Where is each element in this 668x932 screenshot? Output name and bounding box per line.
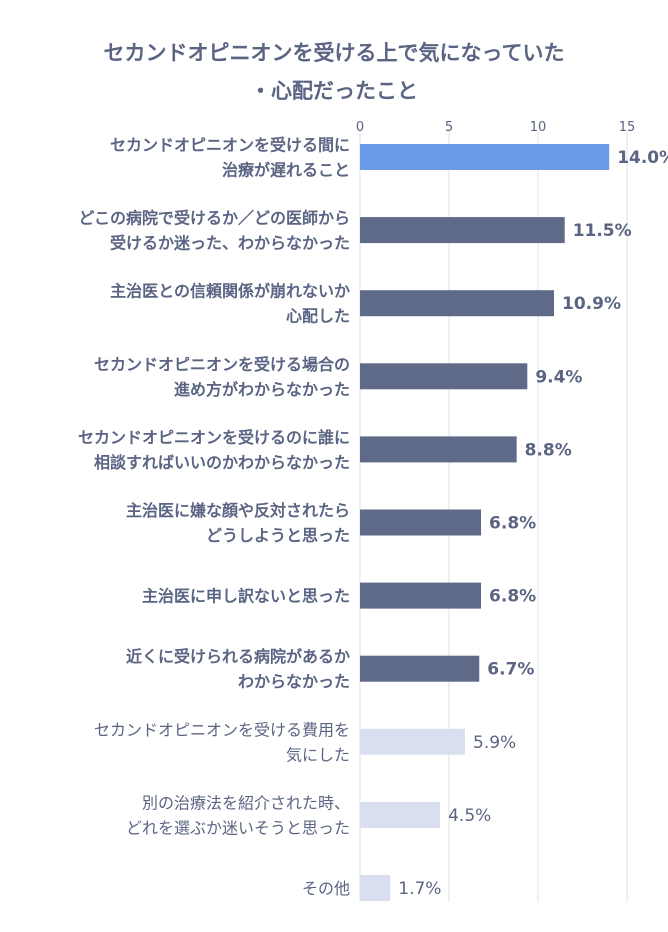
- value-label-10: 4.5%: [448, 806, 491, 826]
- category-label-3-line-2: 心配した: [286, 307, 350, 326]
- category-label-5-line-2: 相談すればいいのかわからなかった: [94, 453, 350, 472]
- x-tick-label-5: 5: [445, 120, 453, 135]
- value-label-3: 10.9%: [562, 294, 621, 314]
- category-label-4-line-1: セカンドオピニオンを受ける場合の: [94, 355, 350, 374]
- category-label-7-line-1: 主治医に申し訳ないと思った: [142, 587, 350, 606]
- category-label-10-line-2: どれを選ぶか迷いそうと思った: [126, 818, 350, 837]
- category-label-2-line-1: どこの病院で受けるか／どの医師から: [78, 209, 350, 228]
- value-label-1: 14.0%: [617, 148, 668, 168]
- value-label-2: 11.5%: [573, 221, 632, 241]
- category-label-6-line-1: 主治医に嫌な顔や反対されたら: [126, 501, 350, 520]
- category-label-9-line-1: セカンドオピニオンを受ける費用を: [94, 720, 350, 739]
- bar-5: [360, 436, 517, 463]
- category-label-11-line-1: その他: [302, 879, 350, 898]
- value-label-11: 1.7%: [398, 879, 441, 899]
- category-label-5-line-1: セカンドオピニオンを受けるのに誰に: [78, 428, 350, 447]
- value-label-7: 6.8%: [489, 587, 536, 607]
- bar-8: [360, 655, 480, 682]
- category-label-1-line-1: セカンドオピニオンを受ける間に: [110, 136, 350, 155]
- value-label-8: 6.7%: [487, 660, 534, 680]
- category-label-1-line-2: 治療が遅れること: [222, 161, 350, 180]
- category-label-2-line-2: 受けるか迷った、わからなかった: [110, 234, 350, 253]
- value-label-6: 6.8%: [489, 514, 536, 534]
- chart-title-line-1: セカンドオピニオンを受ける上で気になっていた: [103, 41, 565, 65]
- x-tick-label-15: 15: [619, 120, 636, 135]
- category-label-10-line-1: 別の治療法を紹介された時、: [142, 793, 350, 812]
- category-label-8-line-1: 近くに受けられる病院があるか: [126, 647, 350, 666]
- bar-7: [360, 582, 482, 609]
- bar-11: [360, 875, 391, 901]
- category-label-6-line-2: どうしようと思った: [206, 526, 350, 545]
- bar-6: [360, 509, 482, 536]
- bar-9: [360, 728, 466, 755]
- x-tick-label-10: 10: [530, 120, 547, 135]
- value-label-4: 9.4%: [535, 367, 582, 387]
- chart-title: セカンドオピニオンを受ける上で気になっていた ・心配だったこと: [0, 34, 668, 110]
- bar-4: [360, 363, 528, 390]
- x-tick-label-0: 0: [356, 120, 364, 135]
- value-label-9: 5.9%: [473, 733, 516, 753]
- value-label-5: 8.8%: [525, 440, 572, 460]
- chart-title-line-2: ・心配だったこと: [250, 79, 418, 103]
- bar-3: [360, 290, 555, 317]
- category-label-3-line-1: 主治医との信頼関係が崩れないか: [110, 282, 350, 301]
- bar-2: [360, 217, 565, 244]
- category-label-4-line-2: 進め方がわからなかった: [174, 380, 350, 399]
- category-label-9-line-2: 気にした: [286, 745, 350, 764]
- bar-10: [360, 801, 441, 828]
- bar-1: [360, 144, 610, 170]
- category-label-8-line-2: わからなかった: [238, 672, 350, 691]
